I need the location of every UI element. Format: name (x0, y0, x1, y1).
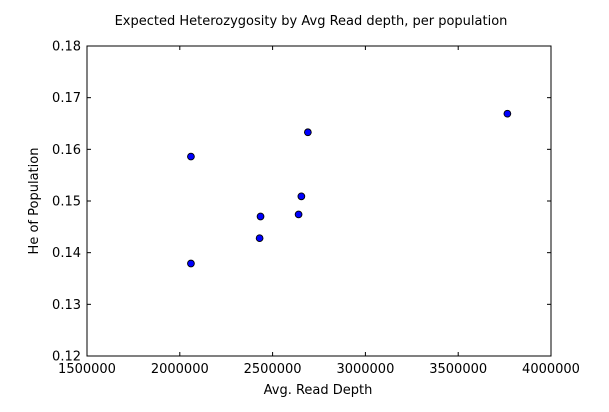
data-point (255, 234, 264, 243)
y-tick-label: 0.15 (52, 195, 81, 210)
y-tick-label: 0.14 (52, 246, 81, 261)
y-tick-label: 0.18 (52, 40, 81, 55)
data-point (256, 212, 265, 221)
x-tick-label: 1500000 (58, 362, 116, 377)
x-axis-label: Avg. Read Depth (264, 383, 373, 398)
x-tick-label: 3000000 (336, 362, 394, 377)
data-point (503, 109, 512, 118)
data-point (187, 259, 195, 268)
plot-area: 1500000 2000000 2500000 3000000 3500000 40000… (52, 40, 580, 378)
chart-title: Expected Heterozygosity by Avg Read dept… (115, 14, 508, 29)
data-point (304, 128, 312, 137)
x-tick-label: 3500000 (429, 362, 487, 377)
y-tick-label: 0.13 (52, 298, 81, 313)
data-point (297, 192, 306, 201)
x-tick-label: 4000000 (522, 362, 580, 377)
data-point (187, 152, 195, 161)
y-tick-label: 0.16 (52, 143, 81, 158)
data-point (294, 210, 303, 219)
plot-frame (86, 45, 552, 357)
y-tick-label: 0.12 (52, 350, 81, 365)
y-axis-label: He of Population (27, 148, 42, 255)
x-tick-label: 2500000 (244, 362, 302, 377)
x-tick-label: 2000000 (151, 362, 209, 377)
y-tick-label: 0.17 (52, 91, 81, 106)
